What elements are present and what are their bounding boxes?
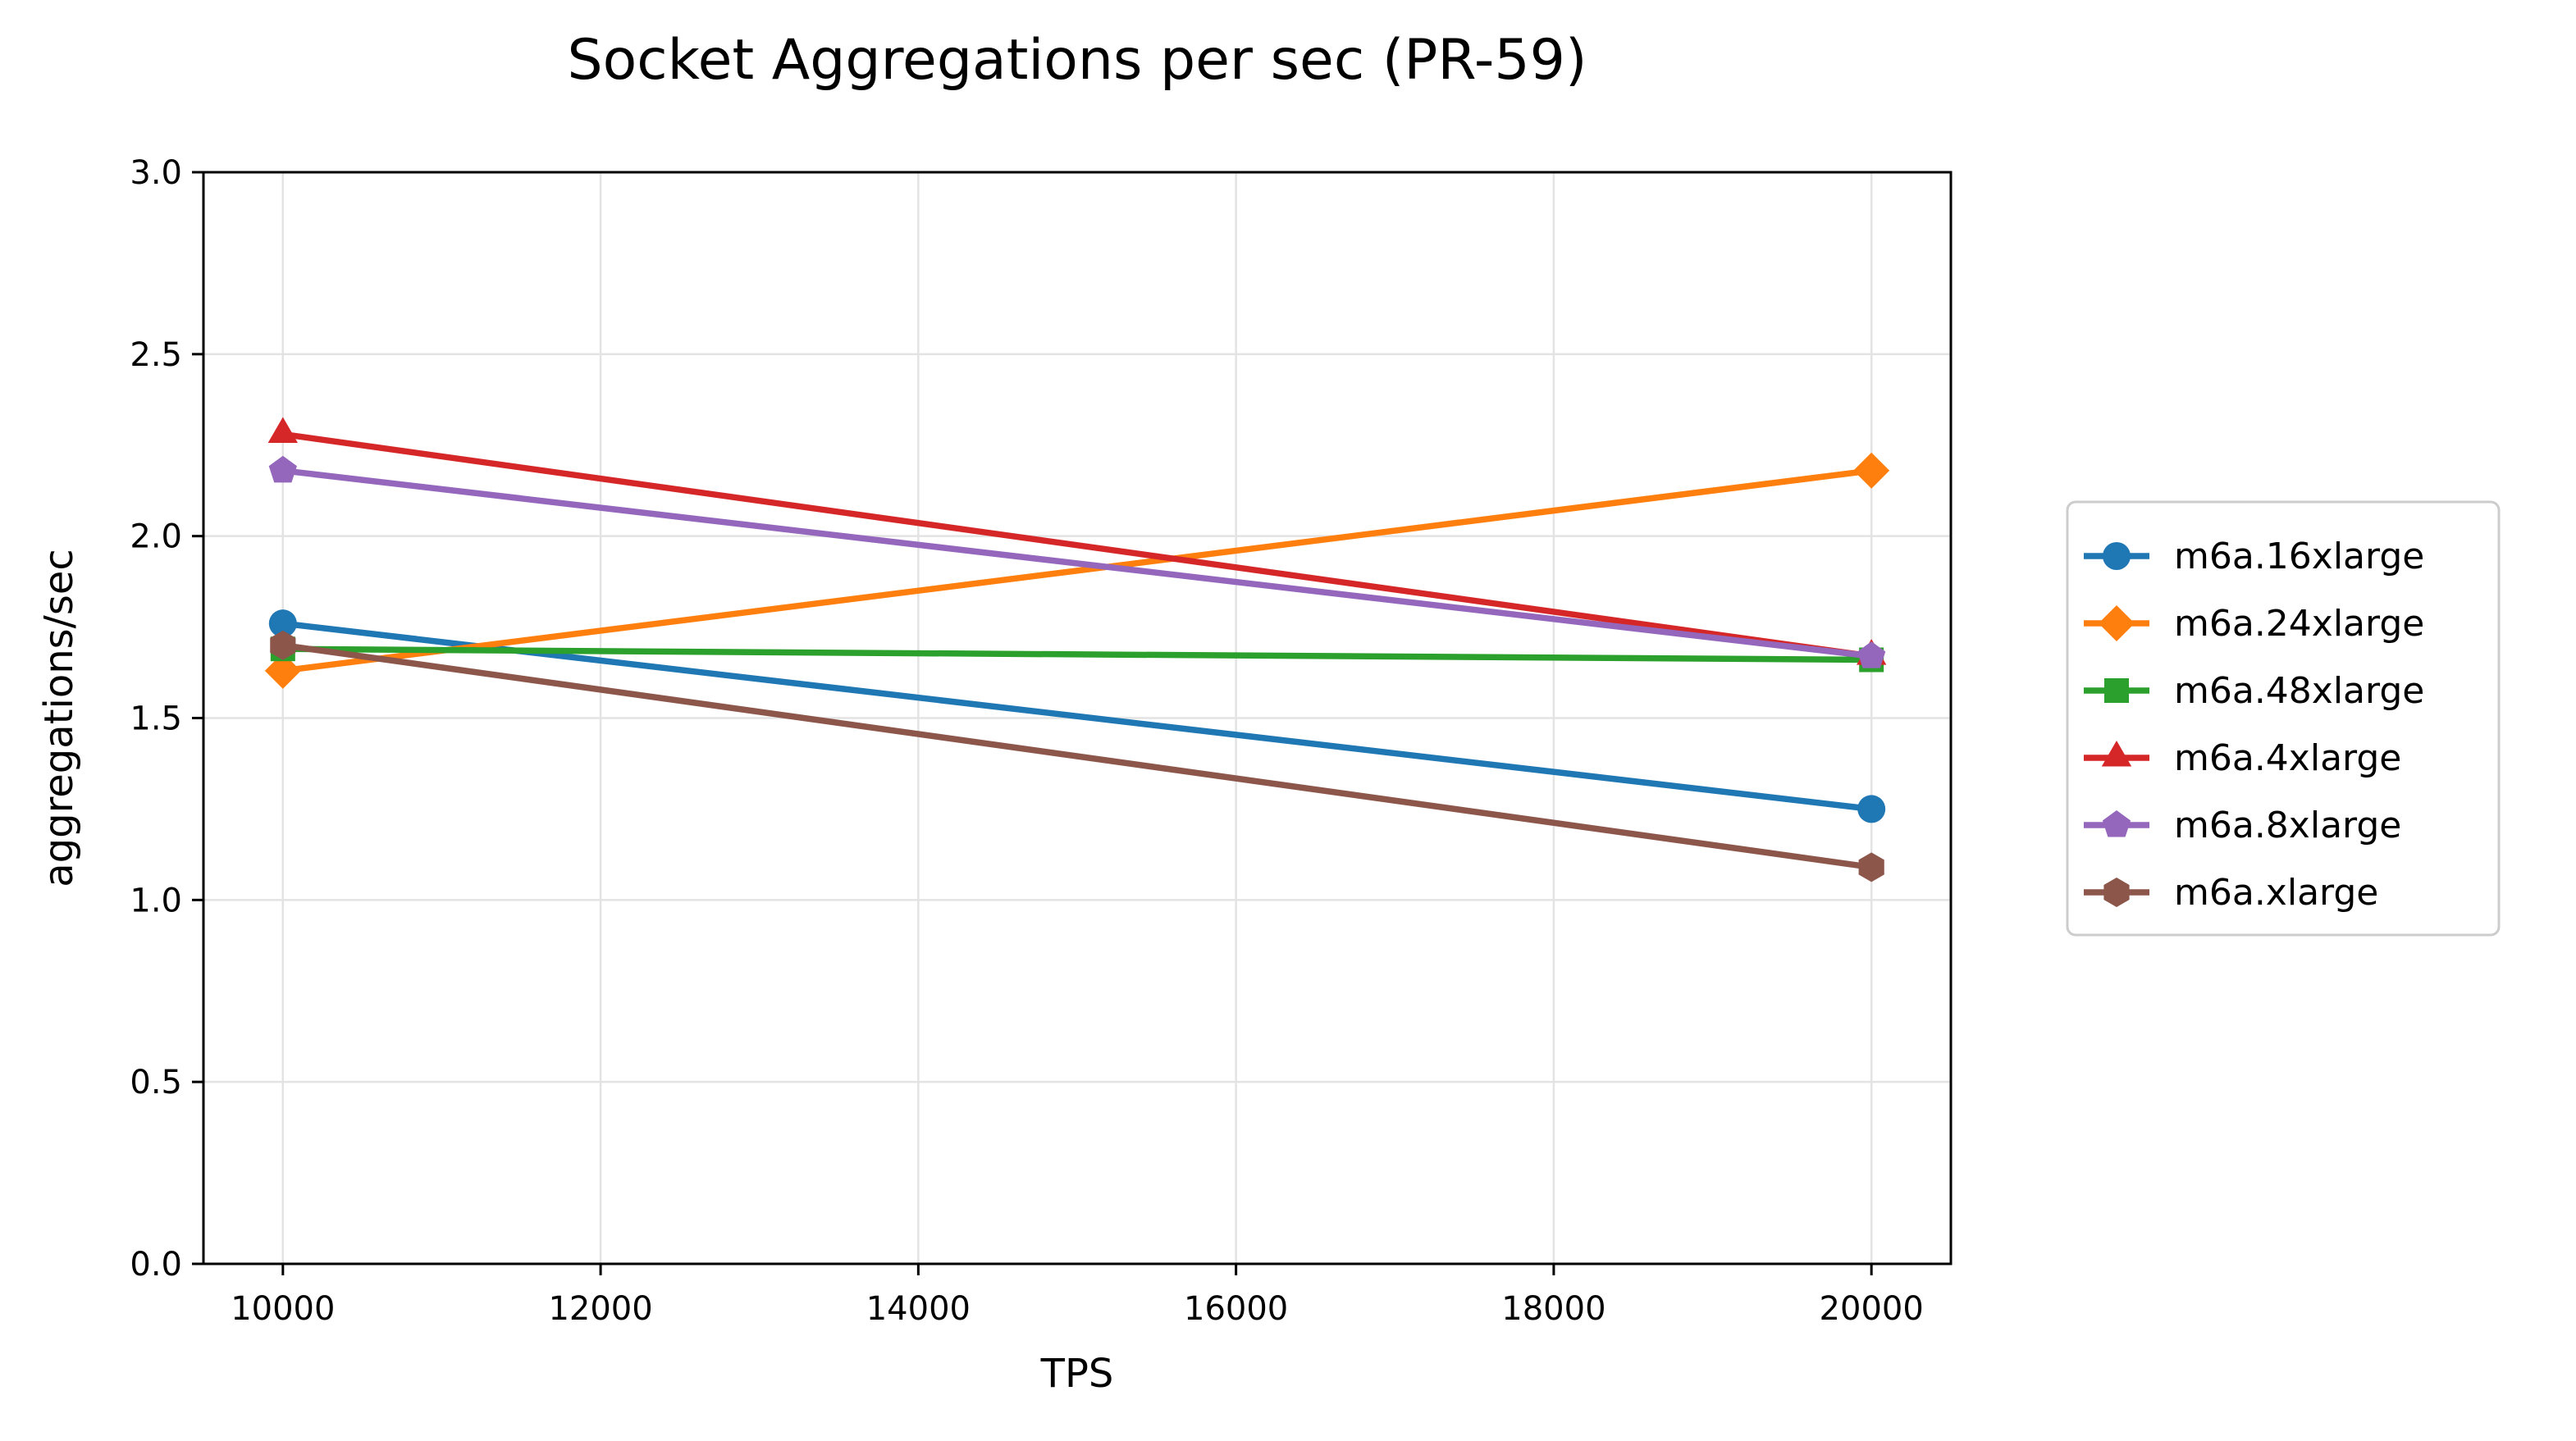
axes: 10000 12000 14000 16000 18000 20000 0.0 0.5 1.0 1… xyxy=(130,154,1923,1328)
x-tick-label: 20000 xyxy=(1820,1290,1924,1328)
x-tick-label: 12000 xyxy=(548,1290,652,1328)
series-m6a.xlarge xyxy=(270,630,1884,882)
x-tick-label: 14000 xyxy=(866,1290,971,1328)
legend-item: m6a.48xlarge xyxy=(2084,670,2424,712)
legend-item: m6a.4xlarge xyxy=(2084,737,2401,779)
chart-title: Socket Aggregations per sec (PR-59) xyxy=(568,28,1587,93)
y-tick-label: 2.5 xyxy=(130,336,182,374)
legend-item: m6a.8xlarge xyxy=(2084,805,2401,846)
legend-marker xyxy=(2101,741,2132,767)
data-point xyxy=(1857,795,1886,823)
series-m6a.24xlarge xyxy=(264,452,1890,689)
y-tick-label: 3.0 xyxy=(130,154,182,192)
y-axis-title: aggregations/sec xyxy=(36,549,82,887)
y-tick-label: 1.0 xyxy=(130,882,182,919)
legend-label: m6a.xlarge xyxy=(2174,872,2378,914)
series-line xyxy=(279,641,1875,871)
legend-marker xyxy=(2102,810,2131,837)
legend-label: m6a.8xlarge xyxy=(2174,805,2401,846)
data-point xyxy=(1853,452,1890,489)
series-line xyxy=(280,645,1875,663)
series-line xyxy=(279,467,1875,660)
legend: m6a.16xlarge m6a.24xlarge m6a.48xlarge m6a.… xyxy=(2066,500,2501,937)
x-axis-title: TPS xyxy=(1040,1351,1114,1397)
legend-label: m6a.16xlarge xyxy=(2174,536,2424,577)
x-tick-label: 16000 xyxy=(1184,1290,1288,1328)
legend-box xyxy=(2066,500,2501,937)
series-line xyxy=(279,467,1875,675)
series-m6a.16xlarge xyxy=(268,609,1886,823)
x-tick-label: 18000 xyxy=(1501,1290,1605,1328)
y-tick-label: 0.5 xyxy=(130,1064,182,1101)
legend-marker xyxy=(2104,678,2129,703)
y-tick-label: 0.0 xyxy=(130,1246,182,1284)
series-line xyxy=(279,431,1875,660)
series-layer xyxy=(264,417,1890,882)
series-line xyxy=(279,619,1875,813)
x-tick-label: 10000 xyxy=(231,1290,335,1328)
data-point xyxy=(1857,641,1886,668)
data-point xyxy=(264,652,301,689)
y-tick-label: 1.5 xyxy=(130,700,182,738)
data-point xyxy=(270,630,296,660)
legend-marker xyxy=(2103,542,2131,570)
series-m6a.8xlarge xyxy=(268,455,1886,668)
legend-label: m6a.24xlarge xyxy=(2174,603,2424,645)
legend-item: m6a.xlarge xyxy=(2084,872,2378,914)
legend-marker xyxy=(2103,878,2130,907)
legend-item: m6a.16xlarge xyxy=(2084,536,2424,577)
legend-label: m6a.4xlarge xyxy=(2174,737,2401,779)
legend-item: m6a.24xlarge xyxy=(2084,603,2424,645)
data-point xyxy=(267,417,298,443)
legend-label: m6a.48xlarge xyxy=(2174,670,2424,712)
y-tick-label: 2.0 xyxy=(130,518,182,556)
data-point xyxy=(1858,852,1884,882)
legend-marker xyxy=(2099,605,2135,641)
data-point xyxy=(268,455,297,483)
data-point xyxy=(268,609,297,638)
